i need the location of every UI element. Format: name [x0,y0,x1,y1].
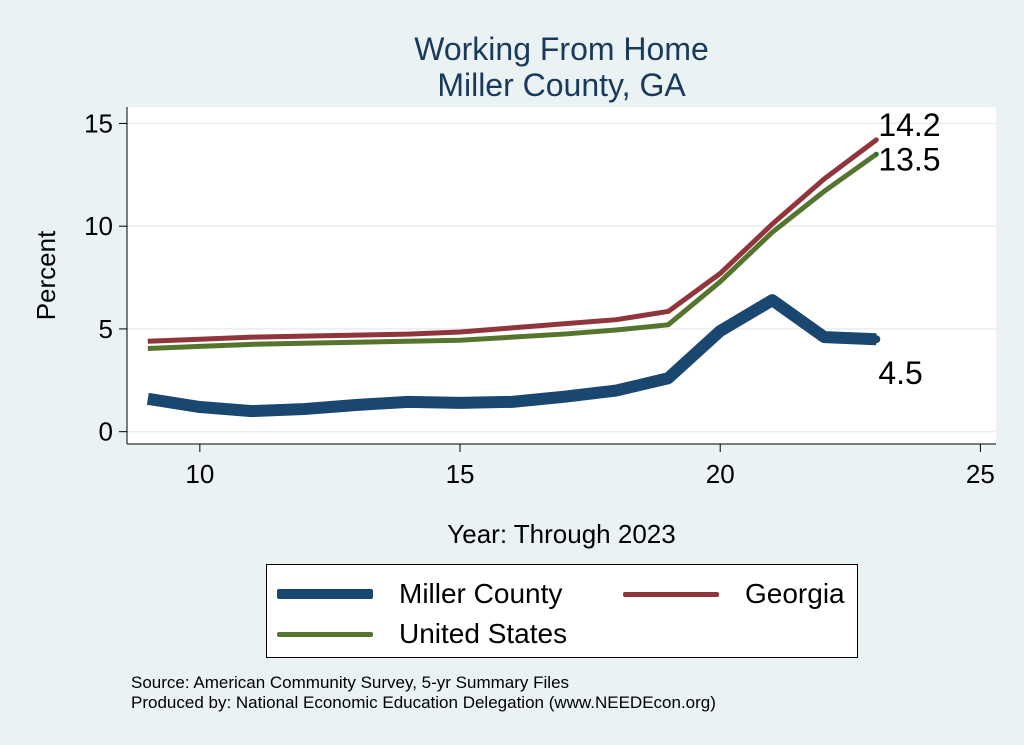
end-label-united-states: 13.5 [878,141,940,177]
plot-area [127,107,996,444]
legend-item-united-states: United States [277,614,567,654]
source-line: Source: American Community Survey, 5-yr … [131,673,570,692]
legend-item-miller-county: Miller County [277,574,562,614]
end-point-miller-county [872,335,881,344]
y-tick-label: 0 [99,417,113,447]
y-axis-label: Percent [31,230,61,320]
source-notes: Source: American Community Survey, 5-yr … [131,673,716,713]
legend-item-georgia: Georgia [623,574,845,614]
producer-line: Produced by: National Economic Education… [131,693,716,712]
x-axis-label: Year: Through 2023 [447,519,675,549]
end-point-united-states [873,151,879,157]
end-label-georgia: 14.2 [878,107,940,143]
series-line-miller-county [146,294,877,418]
legend-label-georgia: Georgia [745,578,845,609]
x-tick-label: 20 [706,459,735,489]
series-line-georgia [147,137,878,344]
chart-title: Working From Home [414,31,709,67]
legend-swatch-united-states [277,631,373,637]
x-tick-label: 15 [446,459,475,489]
end-point-georgia [873,137,879,143]
y-tick-label: 5 [99,314,113,344]
chart-subtitle: Miller County, GA [437,67,686,103]
series-line-united-states [147,152,878,351]
legend-swatch-miller-county [277,589,373,599]
y-tick-label: 10 [84,211,113,241]
legend: Miller County Georgia United States [266,564,858,658]
legend-label-miller-county: Miller County [399,578,563,609]
x-tick-label: 25 [966,459,995,489]
end-label-miller-county: 4.5 [878,355,922,391]
legend-swatch-georgia [623,591,719,597]
legend-label-united-states: United States [399,618,568,649]
y-tick-label: 15 [84,108,113,138]
x-tick-label: 10 [185,459,214,489]
